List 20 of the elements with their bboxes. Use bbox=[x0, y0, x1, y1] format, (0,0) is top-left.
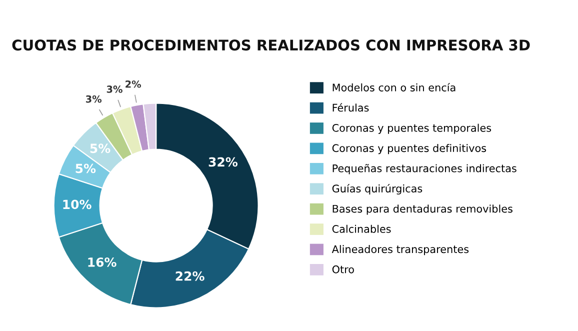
data-label: 5% bbox=[90, 144, 110, 154]
legend-label: Otro bbox=[332, 265, 354, 274]
data-label: 32% bbox=[208, 157, 238, 167]
data-label: 10% bbox=[63, 200, 92, 210]
legend-label: Calcinables bbox=[332, 224, 391, 233]
data-label: 16% bbox=[88, 257, 116, 267]
legend-label: Alineadores transparentes bbox=[332, 245, 469, 256]
legend-label: Coronas y puentes definitivos bbox=[332, 144, 486, 154]
legend-label: Férulas bbox=[332, 103, 369, 112]
data-label: 3% bbox=[106, 86, 122, 93]
legend-label: Guías quirúrgicas bbox=[332, 184, 422, 194]
data-label: 3% bbox=[86, 95, 102, 103]
data-label: 2% bbox=[126, 80, 142, 88]
chart-title: CUOTAS DE PROCEDIMENTOS REALIZADOS CON IMPRESORA 3D bbox=[12, 40, 530, 51]
legend-label: Coronas y puentes temporales bbox=[332, 124, 492, 134]
data-label: 22% bbox=[176, 271, 204, 281]
legend-label: Bases para dentaduras removibles bbox=[332, 204, 512, 215]
legend-label: Pequeñas restauraciones indirectas bbox=[332, 164, 516, 174]
data-label: 5% bbox=[76, 164, 96, 174]
legend-label: Modelos con o sin encía bbox=[332, 82, 456, 92]
